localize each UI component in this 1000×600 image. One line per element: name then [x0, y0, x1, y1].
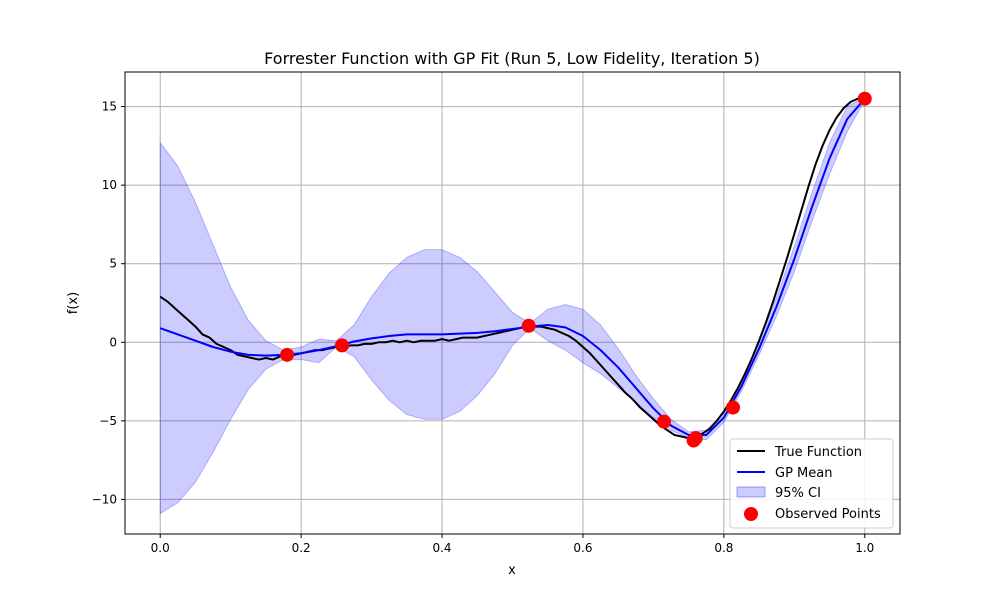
legend-gp-mean-label: GP Mean [775, 466, 832, 481]
x-tick-label: 0.8 [714, 541, 733, 555]
axes-frame [124, 71, 901, 535]
x-tick-label: 1.0 [855, 541, 874, 555]
x-tick-label: 0.4 [432, 541, 451, 555]
observed-point [335, 338, 349, 353]
legend-ci-label: 95% CI [775, 486, 821, 501]
gp-mean-line [159, 98, 866, 436]
x-tick-label: 0.6 [573, 541, 592, 555]
x-tick-label: 0.2 [292, 541, 311, 555]
observed-point [726, 400, 741, 415]
x-axis-label: x [508, 563, 516, 578]
legend-box [729, 438, 894, 529]
legend: True Function GP Mean 95% CI Observed Po… [729, 438, 894, 529]
y-tick-label: 10 [102, 178, 117, 192]
legend-observed-points-swatch [744, 507, 758, 521]
observed-point [688, 431, 703, 446]
y-tick-label: −10 [92, 492, 117, 506]
observed-point [521, 318, 536, 333]
y-tick-label: 5 [109, 257, 117, 271]
line-layer [159, 97, 866, 440]
y-axis-ticks: −10 −5 0 5 10 15 [92, 100, 125, 506]
observed-points-layer [280, 91, 872, 448]
x-axis-ticks: 0.0 0.2 0.4 0.6 0.8 1.0 [151, 534, 874, 555]
y-tick-label: 15 [102, 100, 117, 114]
observed-point [857, 91, 872, 106]
x-tick-label: 0.0 [151, 541, 170, 555]
y-tick-label: 0 [109, 335, 117, 349]
y-tick-label: −5 [99, 414, 117, 428]
legend-ci-swatch [736, 486, 766, 498]
chart-title: Forrester Function with GP Fit (Run 5, L… [264, 49, 760, 68]
legend-true-function-label: True Function [774, 445, 862, 460]
observed-point [280, 347, 295, 362]
observed-point [656, 414, 671, 429]
y-axis-label: f(x) [66, 292, 81, 314]
legend-observed-points-label: Observed Points [775, 507, 881, 522]
